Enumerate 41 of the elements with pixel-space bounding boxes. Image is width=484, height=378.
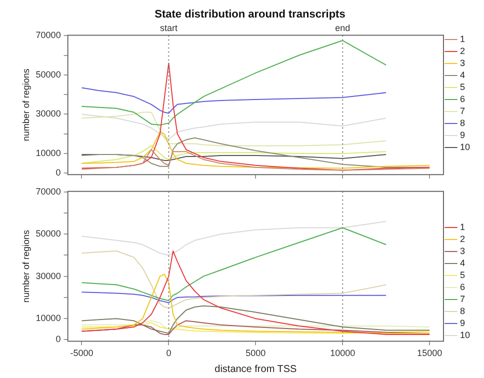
legend-label: 2 <box>460 46 466 56</box>
y-tick-label: 50000 <box>36 228 61 239</box>
legend-label: 3 <box>460 58 466 68</box>
x-tick-label: 0 <box>166 348 172 358</box>
legend-label: 1 <box>460 222 466 232</box>
ref-line-label: start <box>160 23 178 34</box>
y-tick-label: 30000 <box>36 108 61 119</box>
x-tick-label: -5000 <box>70 348 94 358</box>
ref-line-label: end <box>335 23 350 34</box>
y-tick-label: 30000 <box>36 270 61 281</box>
legend-label: 3 <box>460 246 466 256</box>
x-tick-label: 10000 <box>330 348 356 358</box>
legend-label: 4 <box>460 70 466 80</box>
legend-label: 5 <box>460 270 466 280</box>
legend-label: 6 <box>460 282 466 292</box>
legend-label: 4 <box>460 258 466 268</box>
legend-label: 9 <box>460 318 466 328</box>
legend-label: 2 <box>460 234 466 244</box>
legend-label: 7 <box>460 294 466 304</box>
y-tick-label: 70000 <box>36 186 61 196</box>
x-tick-label: 15000 <box>417 348 442 358</box>
legend-label: 6 <box>460 94 466 104</box>
legend-label: 8 <box>460 306 466 316</box>
y-axis-title: number of regions <box>20 68 31 142</box>
legend-label: 10 <box>460 330 470 340</box>
legend-label: 8 <box>460 118 466 128</box>
y-axis-title: number of regions <box>20 230 31 303</box>
y-tick-label: 10000 <box>36 313 61 324</box>
y-tick-label: 0 <box>56 168 61 178</box>
legend-label: 7 <box>460 106 466 116</box>
y-tick-label: 10000 <box>36 148 61 158</box>
legend-label: 9 <box>460 130 466 140</box>
y-tick-label: 70000 <box>36 30 61 40</box>
legend-label: 5 <box>460 82 466 92</box>
x-axis-title: distance from TSS <box>214 364 298 375</box>
chart-title: State distribution around transcripts <box>154 8 346 21</box>
legend-label: 1 <box>460 34 466 44</box>
y-tick-label: 50000 <box>36 69 61 80</box>
y-tick-label: 0 <box>56 334 61 344</box>
x-tick-label: 5000 <box>246 348 266 358</box>
legend-label: 10 <box>460 142 470 152</box>
